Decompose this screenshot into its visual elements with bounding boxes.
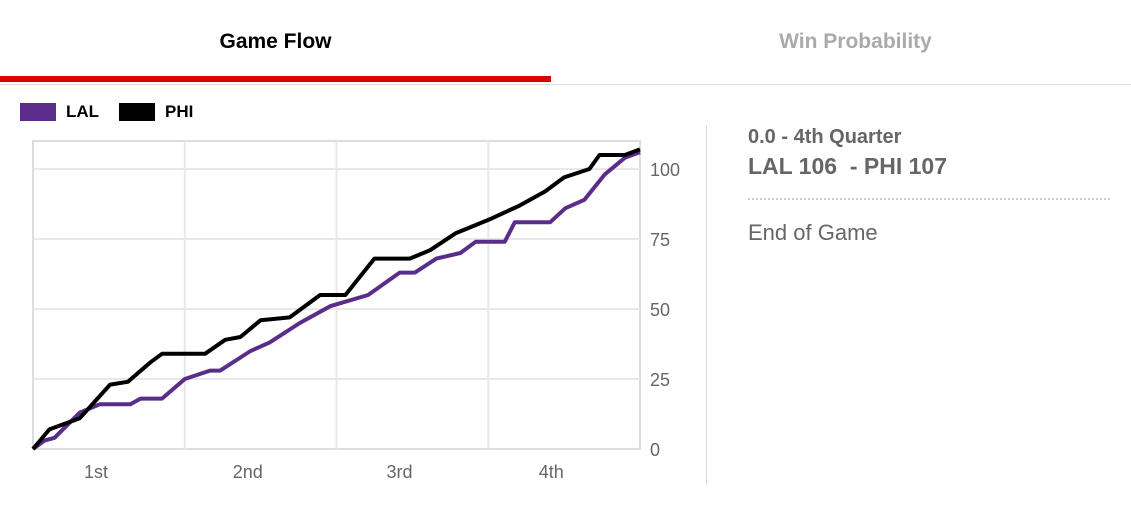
active-tab-indicator: [0, 76, 551, 82]
x-tick-label: 4th: [539, 462, 564, 482]
series-line-phi: [31, 147, 641, 451]
y-tick-label: 0: [650, 440, 660, 460]
y-tick-label: 50: [650, 300, 670, 320]
chart-legend: LAL PHI: [20, 102, 213, 122]
y-tick-label: 100: [650, 160, 680, 180]
divider: [706, 125, 707, 485]
legend-swatch: [119, 103, 156, 121]
dotted-divider: [748, 198, 1110, 200]
tab-bar: Game Flow Win Probability: [0, 0, 1131, 85]
game-flow-chart: 0 25 50 75 100 1st 2nd 3rd 4th: [31, 140, 680, 482]
legend-item-lal[interactable]: LAL: [20, 102, 99, 122]
y-tick-label: 25: [650, 370, 670, 390]
x-tick-label: 3rd: [386, 462, 412, 482]
legend-label: PHI: [165, 102, 194, 121]
legend-swatch: [20, 103, 56, 121]
period-label: 0.0 - 4th Quarter: [748, 126, 902, 148]
y-tick-label: 75: [650, 230, 670, 250]
game-status: End of Game: [748, 220, 878, 245]
legend-label: LAL: [66, 102, 100, 121]
game-info-panel: 0.0 - 4th Quarter LAL 106 - PHI 107 End …: [748, 126, 1110, 246]
tab-win-probability[interactable]: Win Probability: [779, 30, 932, 53]
tab-game-flow[interactable]: Game Flow: [219, 30, 332, 53]
legend-item-phi[interactable]: PHI: [119, 102, 193, 122]
score-label: LAL 106 - PHI 107: [748, 153, 947, 179]
series-line-lal: [31, 150, 641, 451]
x-tick-label: 1st: [84, 462, 108, 482]
x-tick-label: 2nd: [233, 462, 263, 482]
